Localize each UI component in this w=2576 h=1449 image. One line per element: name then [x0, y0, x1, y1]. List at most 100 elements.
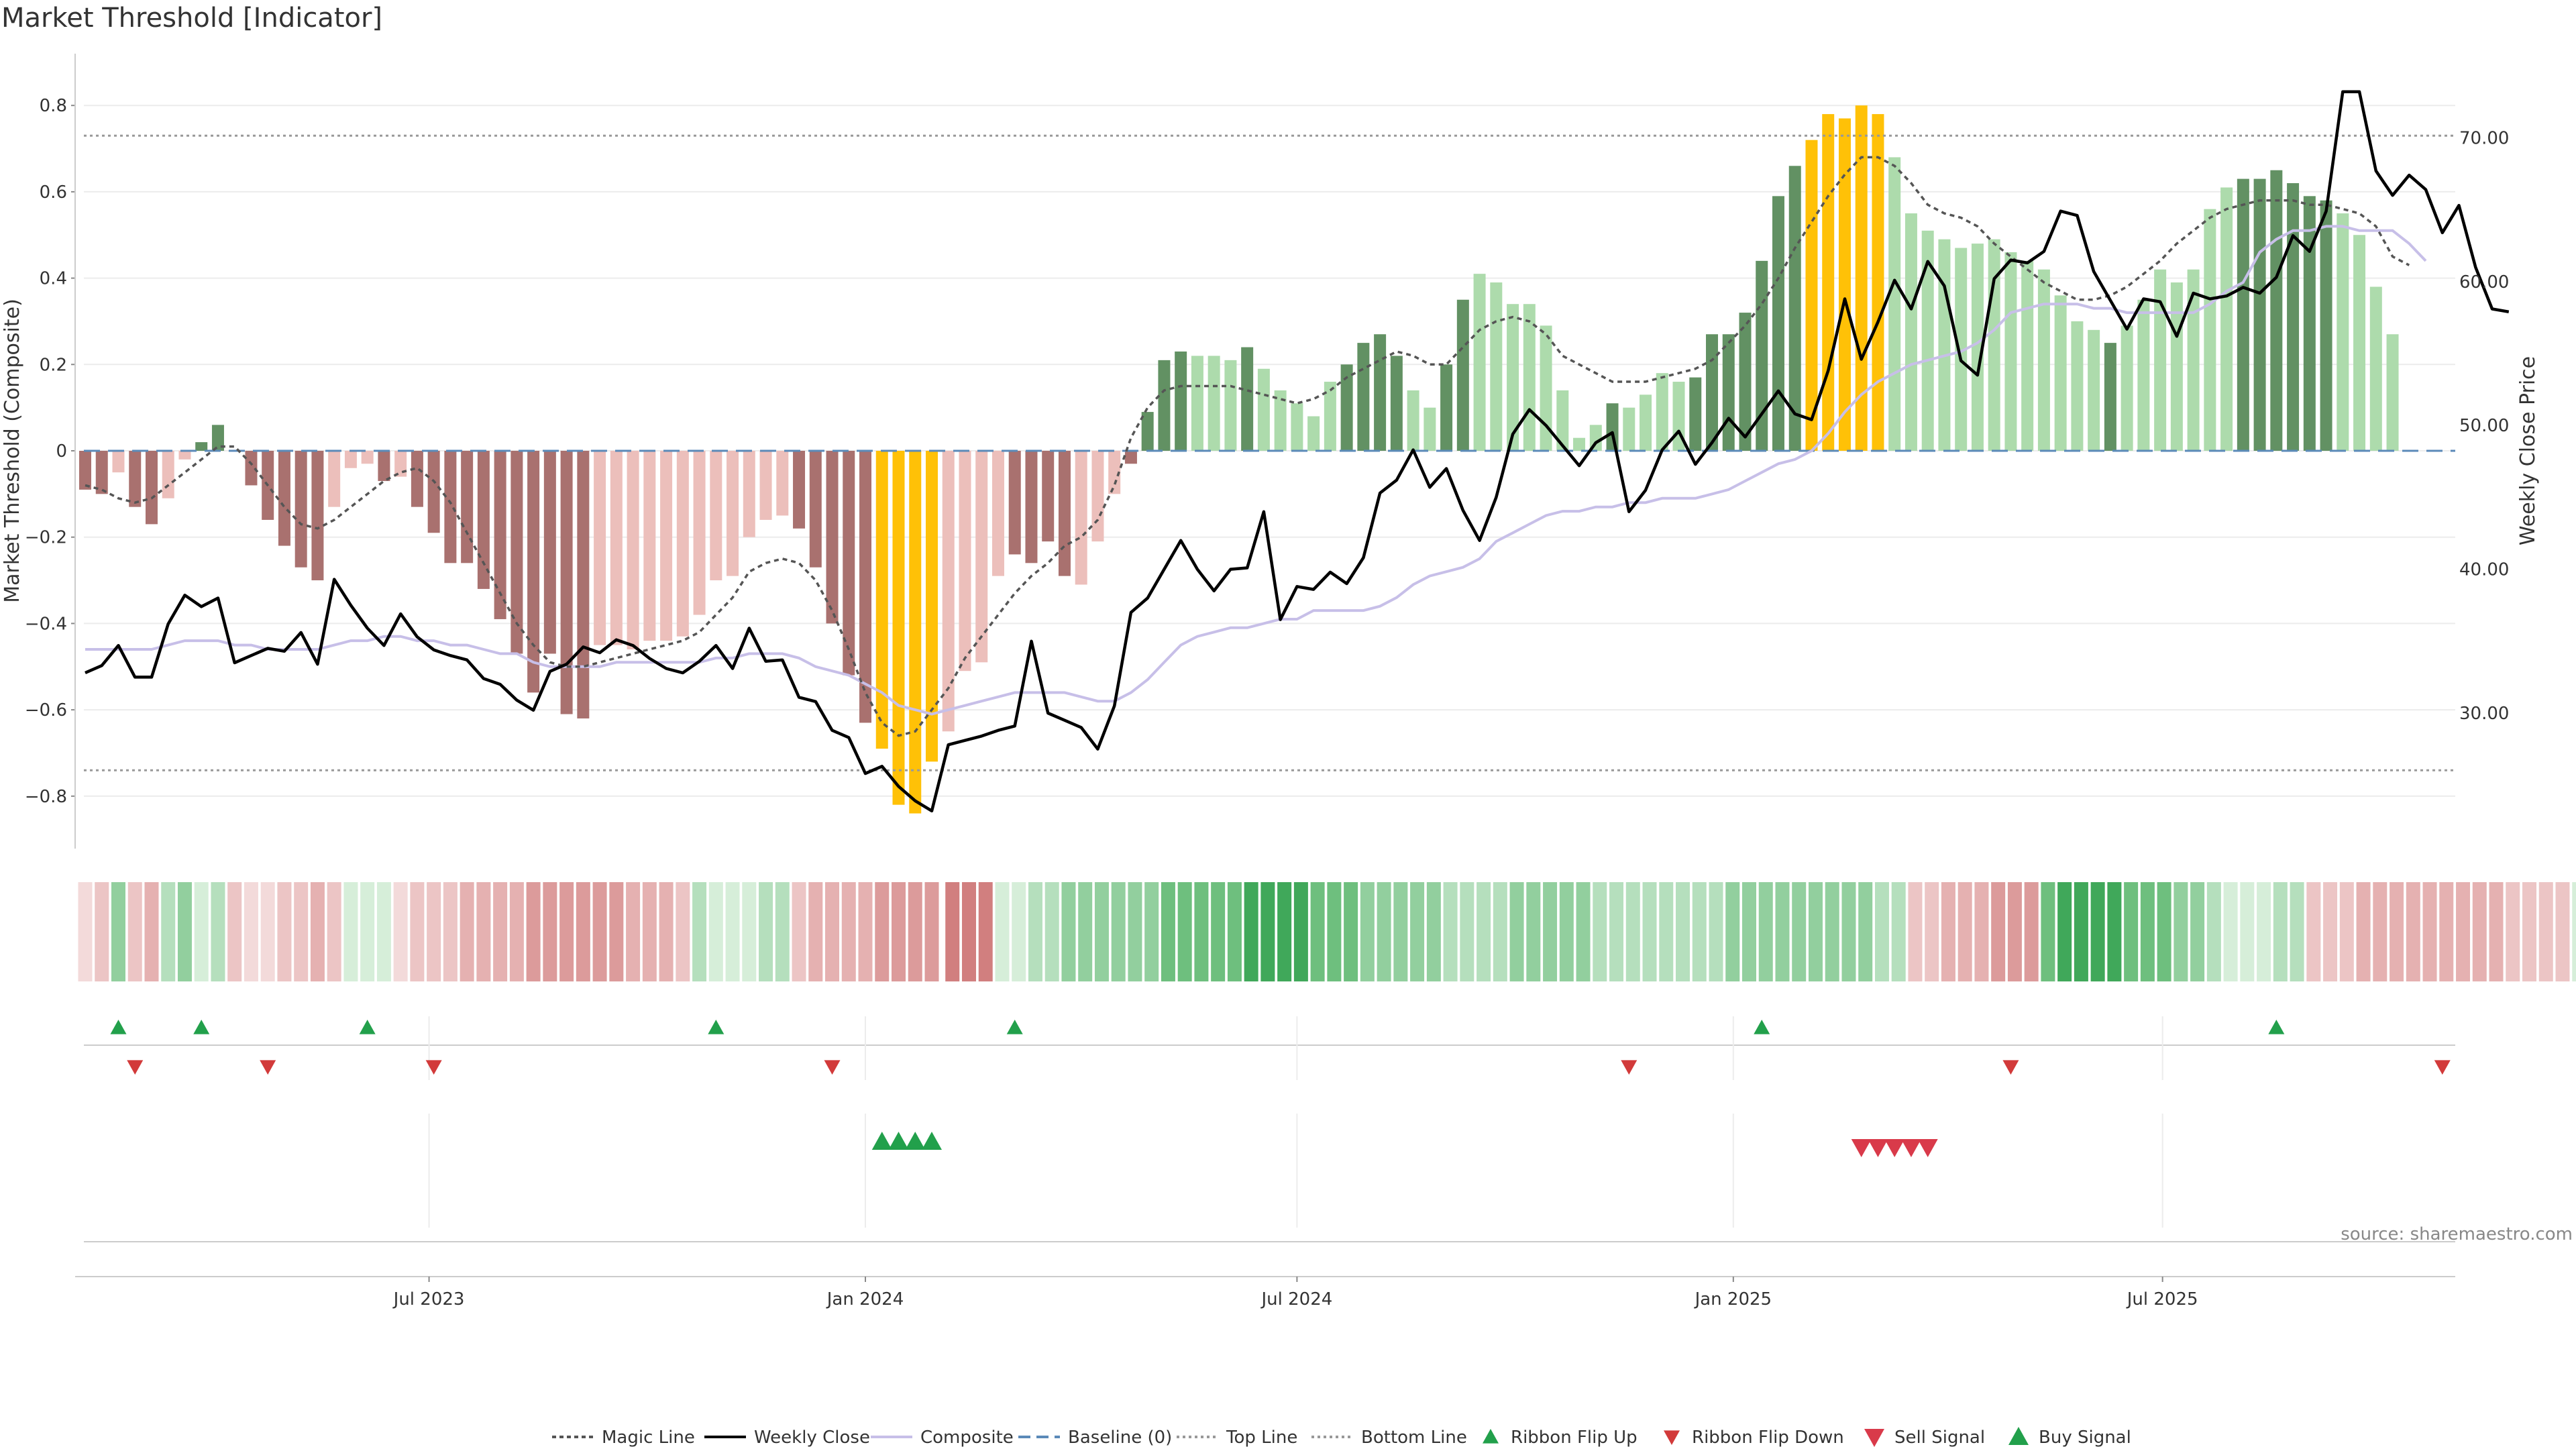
y2-tick-label: 40.00 — [2459, 560, 2509, 580]
composite-bar — [1091, 451, 1104, 542]
y-tick-label: 0.2 — [40, 355, 67, 375]
ribbon-cell — [111, 882, 125, 981]
ribbon-cell — [1758, 882, 1773, 981]
ribbon-cell — [1094, 882, 1109, 981]
composite-bar — [1241, 347, 1254, 451]
legend-label: Ribbon Flip Up — [1511, 1428, 1638, 1448]
composite-bar — [1788, 166, 1801, 451]
ribbon-cell — [127, 882, 142, 981]
composite-bar — [1971, 244, 1984, 451]
composite-bar — [560, 451, 573, 714]
ribbon-cell — [1957, 882, 1972, 981]
ribbon-cell — [443, 882, 458, 981]
ribbon-flip-down-marker — [425, 1060, 442, 1075]
composite-bar — [1124, 451, 1137, 464]
ribbon-cell — [1078, 882, 1093, 981]
composite-bar — [1291, 403, 1303, 451]
composite-bar — [1706, 334, 1719, 451]
composite-bar — [543, 451, 556, 654]
ribbon-cell — [543, 882, 557, 981]
ribbon-cell — [227, 882, 242, 981]
composite-bar — [594, 451, 606, 645]
y2-tick-label: 50.00 — [2459, 416, 2509, 436]
composite-bar — [1158, 360, 1171, 451]
ribbon-cell — [2439, 882, 2454, 981]
ribbon-flip-down-marker — [2002, 1060, 2019, 1075]
composite-bar — [1357, 343, 1370, 451]
ribbon-cell — [1443, 882, 1458, 981]
composite-bar — [1556, 390, 1569, 451]
composite-bar — [1822, 114, 1835, 451]
composite-bar — [1722, 334, 1735, 451]
buy-signal-marker — [888, 1132, 909, 1150]
composite-bar — [2154, 269, 2167, 451]
ribbon-cell — [1676, 882, 1690, 981]
ribbon-cell — [576, 882, 590, 981]
ribbon-cell — [2090, 882, 2105, 981]
composite-bar — [162, 451, 174, 498]
ribbon-cell — [1792, 882, 1807, 981]
flip-panel — [84, 1016, 2455, 1080]
y-tick-label: −0.2 — [25, 528, 67, 548]
composite-bar — [477, 451, 490, 589]
composite-bar — [79, 451, 91, 490]
ribbon-cell — [2074, 882, 2088, 981]
composite-bar — [2054, 295, 2067, 451]
composite-bar — [1490, 282, 1503, 451]
ribbon-cell — [2323, 882, 2338, 981]
composite-bar — [511, 451, 523, 654]
legend: Magic Line Weekly Close Composite Baseline … — [552, 1427, 2131, 1448]
composite-bar — [427, 451, 440, 533]
ribbon-cell — [2157, 882, 2171, 981]
ribbon-cell — [1244, 882, 1258, 981]
composite-bar — [776, 451, 789, 516]
ribbon-cell — [1559, 882, 1574, 981]
ribbon-cell — [1692, 882, 1707, 981]
ribbon-cell — [775, 882, 790, 981]
weekly-close-line — [85, 90, 2510, 813]
composite-bar — [1938, 239, 1951, 451]
ribbon-cell — [2107, 882, 2122, 981]
ribbon-cell — [393, 882, 408, 981]
ribbon-cell — [1742, 882, 1756, 981]
ribbon-cell — [742, 882, 757, 981]
legend-label: Sell Signal — [1894, 1428, 1985, 1448]
ribbon-cell — [161, 882, 176, 981]
composite-bar — [1191, 356, 1203, 451]
composite-bar — [1424, 407, 1436, 451]
composite-bar — [1689, 377, 1702, 451]
composite-bar — [344, 451, 357, 468]
ribbon-cell — [1808, 882, 1823, 981]
composite-bar — [959, 451, 971, 672]
composite-bar — [1390, 356, 1403, 451]
ribbon-cell — [1725, 882, 1740, 981]
composite-bar — [328, 451, 341, 507]
sell-signal-marker — [1851, 1139, 1872, 1157]
composite-bar — [710, 451, 722, 581]
ribbon-cell — [1128, 882, 1142, 981]
ribbon-cell — [1908, 882, 1923, 981]
ribbon-cell — [725, 882, 740, 981]
main-panel: 0.8 0.6 0.4 0.2 0 −0.2 −0.4 −0.6 −0.8 70.00 60.00 5… — [1, 54, 2540, 849]
ribbon-cell — [2273, 882, 2288, 981]
ribbon-flip-down-marker — [1621, 1060, 1638, 1075]
composite-bar — [1307, 416, 1320, 451]
ribbon-cell — [945, 882, 960, 981]
legend-swatch — [1864, 1429, 1884, 1447]
composite-bar — [527, 451, 540, 693]
legend-label: Magic Line — [602, 1428, 695, 1448]
ribbon-cell — [1543, 882, 1558, 981]
composite-bar — [2287, 183, 2300, 451]
x-tick-label: Jan 2025 — [1694, 1289, 1772, 1309]
ribbon-cell — [1891, 882, 1906, 981]
ribbon-cell — [1177, 882, 1192, 981]
composite-bar — [1540, 325, 1552, 451]
composite-bar — [660, 451, 673, 641]
legend-swatch — [1483, 1429, 1499, 1444]
composite-bar — [1042, 451, 1055, 542]
legend-swatch — [2008, 1427, 2029, 1445]
ribbon-cell — [825, 882, 840, 981]
y-tick-label: 0.6 — [40, 182, 67, 203]
composite-bar — [2253, 178, 2266, 451]
ribbon-cell — [995, 882, 1010, 981]
